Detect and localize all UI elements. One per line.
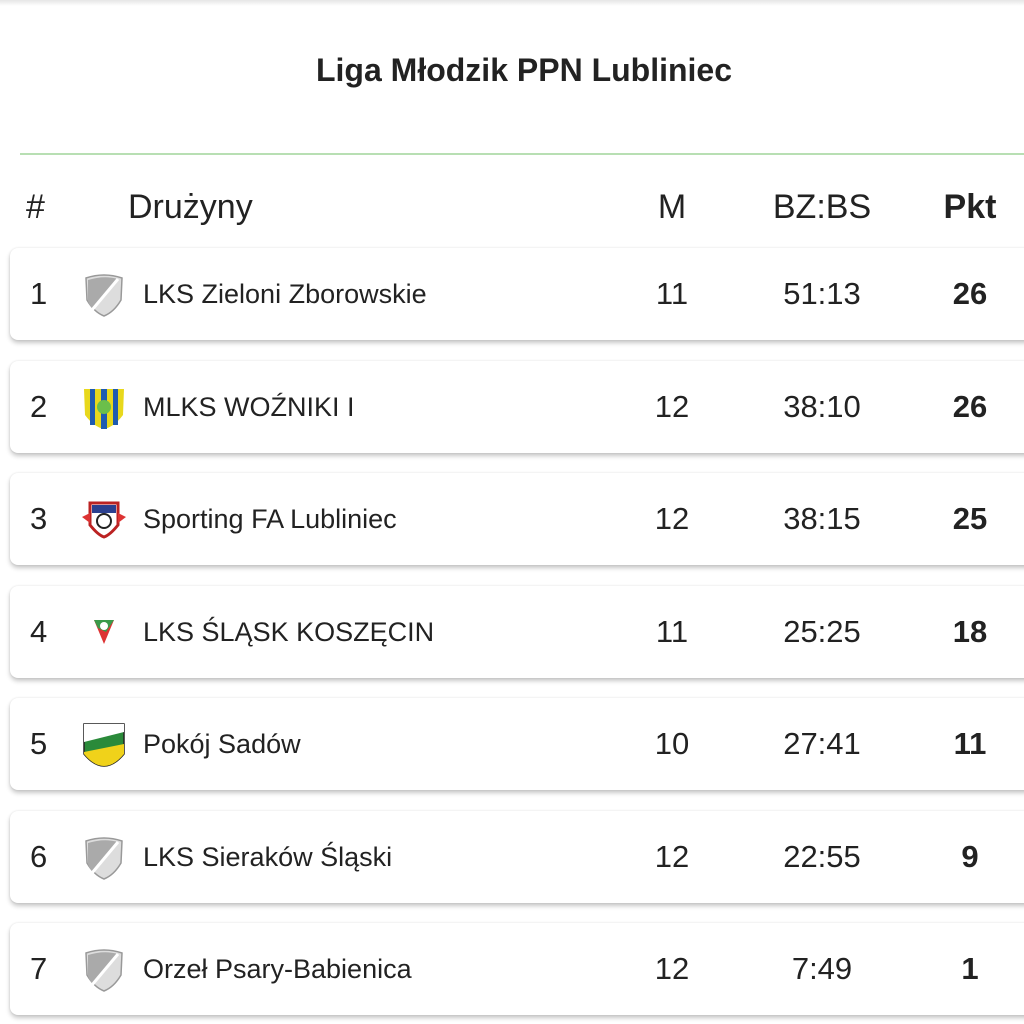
row-position: 6 [30, 838, 48, 874]
team-logo-icon [80, 945, 128, 993]
row-position: 2 [30, 388, 48, 424]
header-position: # [26, 188, 45, 226]
table-row[interactable]: 7 Orzeł Psary-Babienica 12 7:49 1 [10, 923, 1024, 1015]
top-shadow [0, 0, 1024, 6]
matches-played: 12 [654, 388, 690, 424]
points: 9 [961, 838, 979, 874]
points: 18 [952, 613, 988, 649]
matches-played: 10 [654, 726, 690, 761]
points: 26 [952, 276, 988, 311]
divider [20, 153, 1024, 155]
goals: 38:10 [783, 388, 861, 424]
goals: 22:55 [783, 838, 861, 874]
points: 26 [952, 388, 988, 424]
row-position: 5 [30, 726, 48, 761]
header-goals: BZ:BS [772, 188, 872, 226]
team-name[interactable]: MLKS WOŹNIKI I [143, 391, 355, 422]
table-header: # Drużyny M BZ:BS Pkt [0, 188, 1024, 234]
team-logo-icon [80, 383, 128, 431]
matches-played: 11 [655, 613, 689, 649]
header-team: Drużyny [128, 188, 253, 226]
points: 1 [961, 951, 979, 986]
team-name[interactable]: Orzeł Psary-Babienica [143, 954, 412, 984]
goals: 27:41 [783, 726, 861, 761]
row-position: 3 [30, 501, 48, 536]
goals: 7:49 [791, 951, 853, 986]
header-points: Pkt [943, 188, 997, 226]
team-logo-icon [80, 270, 128, 318]
team-logo-icon [80, 495, 128, 543]
points: 25 [952, 501, 988, 536]
table-row[interactable]: 2 MLKS WOŹNIKI I 12 38:10 26 [10, 360, 1024, 453]
row-position: 4 [30, 613, 48, 649]
points: 11 [953, 726, 987, 761]
team-name[interactable]: LKS ŚLĄSK KOSZĘCIN [143, 616, 435, 647]
goals: 38:15 [783, 501, 861, 536]
matches-played: 12 [654, 951, 690, 986]
header-matches: M [657, 188, 687, 226]
team-logo-icon [80, 833, 128, 881]
page-title: Liga Młodzik PPN Lubliniec [315, 52, 733, 88]
team-name[interactable]: LKS Zieloni Zborowskie [143, 279, 427, 309]
row-position: 1 [30, 276, 48, 311]
team-logo-icon [80, 720, 128, 768]
team-name[interactable]: Sporting FA Lubliniec [143, 504, 397, 534]
table-row[interactable]: 5 Pokój Sadów 10 27:41 11 [10, 698, 1024, 790]
row-position: 7 [30, 951, 48, 986]
table-row[interactable]: 4 LKS ŚLĄSK KOSZĘCIN 11 25:25 18 [10, 585, 1024, 678]
table-row[interactable]: 3 Sporting FA Lubliniec 12 38:15 25 [10, 473, 1024, 565]
table-row[interactable]: 1 LKS Zieloni Zborowskie 11 51:13 26 [10, 248, 1024, 340]
team-logo-icon [80, 608, 128, 656]
table-row[interactable]: 6 LKS Sieraków Śląski 12 22:55 9 [10, 810, 1024, 903]
matches-played: 11 [655, 276, 689, 311]
team-name[interactable]: Pokój Sadów [143, 729, 301, 759]
team-name[interactable]: LKS Sieraków Śląski [143, 841, 393, 872]
matches-played: 12 [654, 501, 690, 536]
goals: 25:25 [783, 613, 861, 649]
matches-played: 12 [654, 838, 690, 874]
goals: 51:13 [783, 276, 861, 311]
